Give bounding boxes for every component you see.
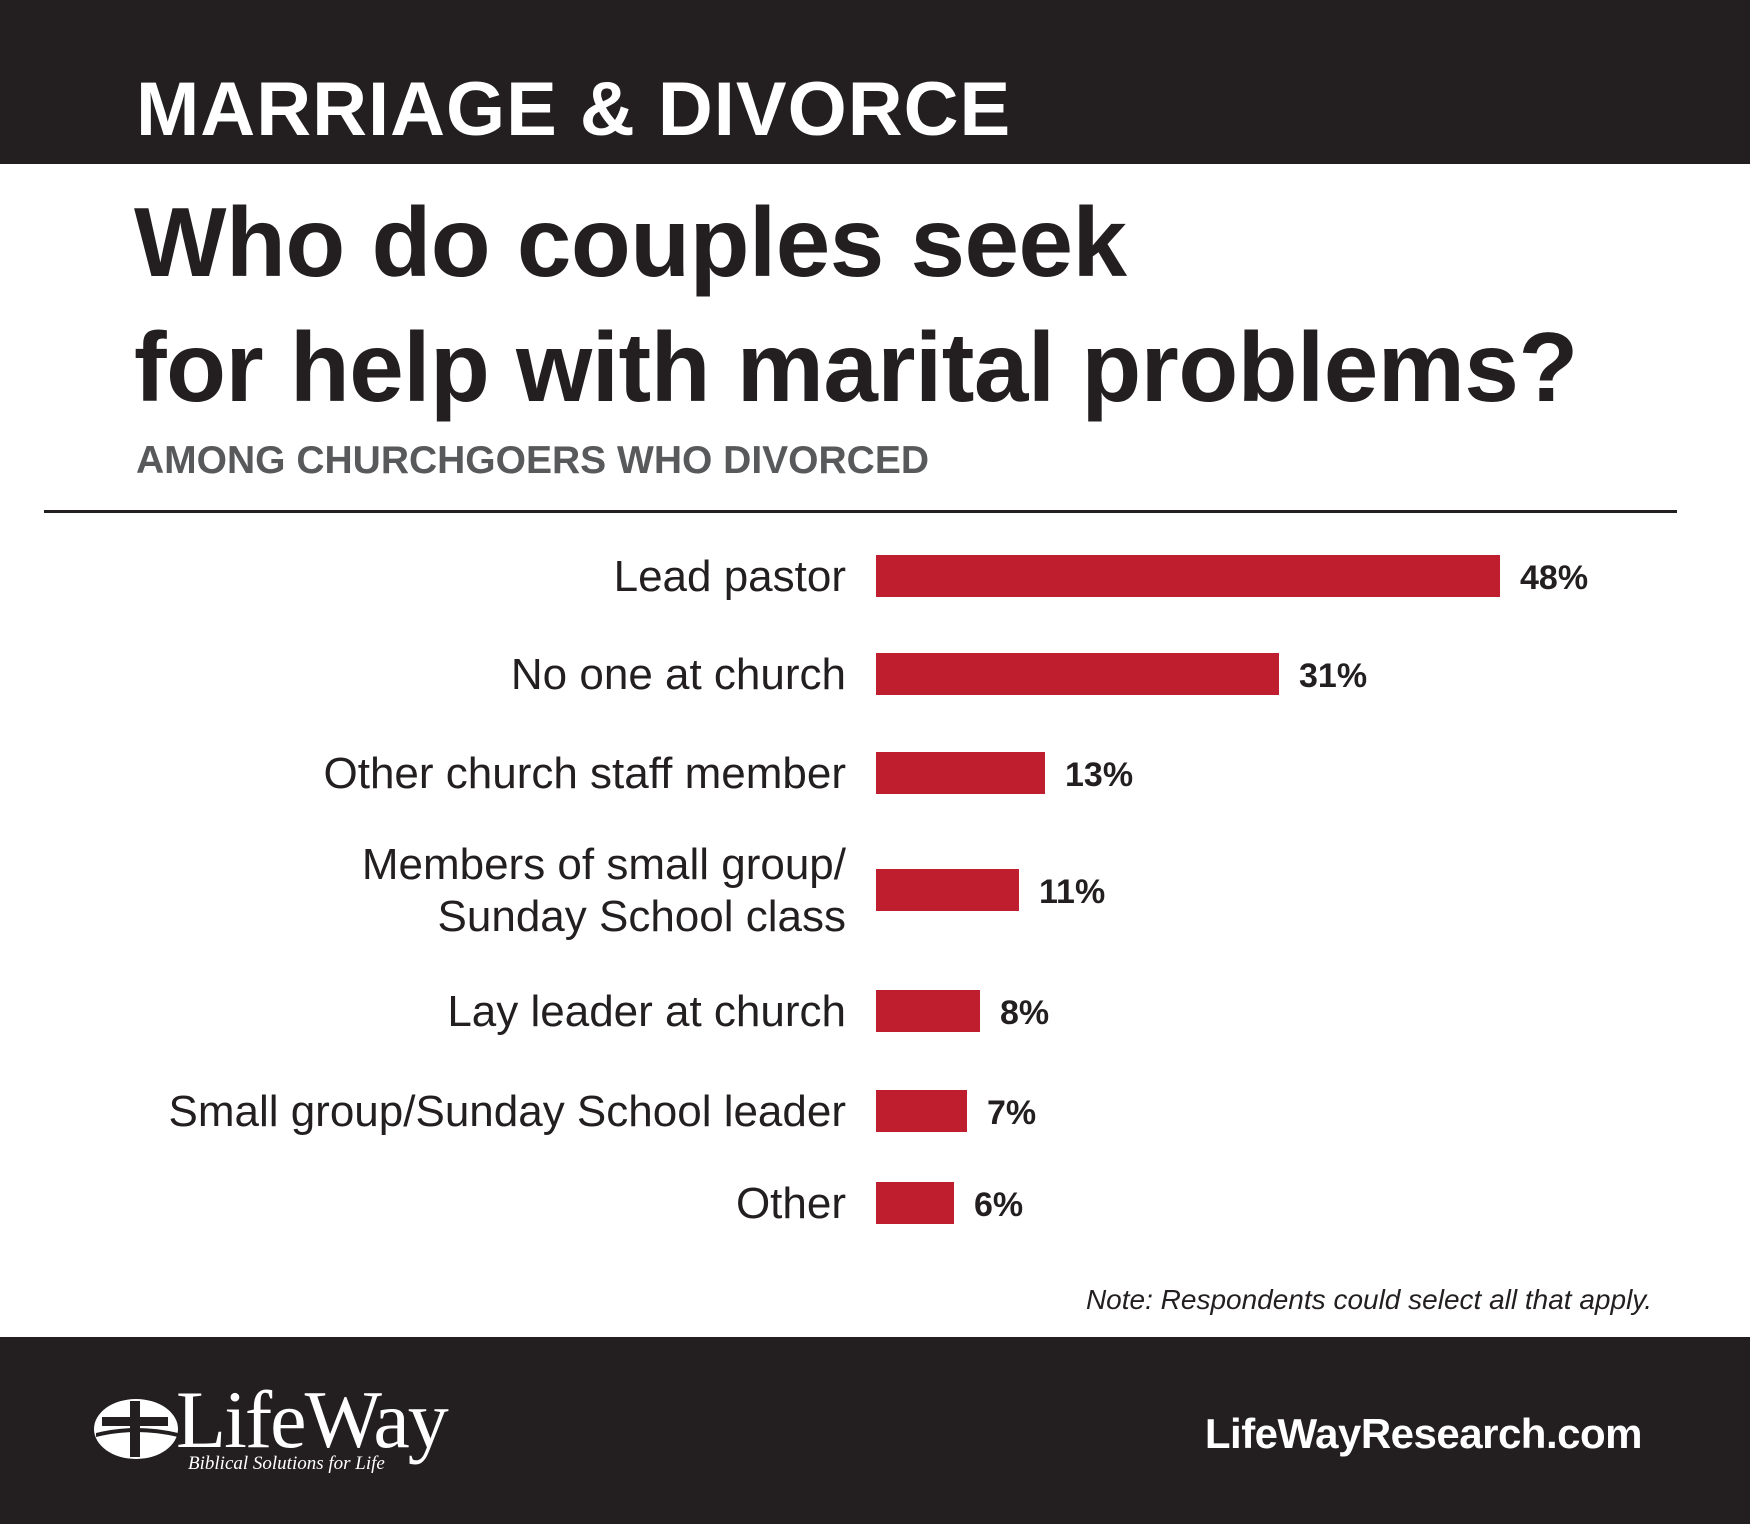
category-label-2-line-0: Other church staff member — [324, 749, 847, 798]
website-link[interactable]: LifeWayResearch.com — [1204, 1410, 1643, 1457]
category-label-5-line-0: Small group/Sunday School leader — [168, 1087, 846, 1136]
bar-3 — [876, 869, 1019, 911]
category-label-4: Lay leader at church — [447, 987, 846, 1036]
value-label-3: 11% — [1039, 873, 1105, 911]
category-label-1-line-0: No one at church — [511, 650, 846, 699]
category-label-5: Small group/Sunday School leader — [168, 1087, 846, 1136]
bar-5 — [876, 1090, 967, 1132]
chart-title-line-1: Who do couples seek — [134, 187, 1127, 297]
category-label-4-line-0: Lay leader at church — [447, 987, 846, 1036]
bar-1 — [876, 653, 1279, 695]
category-label-3: Members of small group/Sunday School cla… — [362, 840, 847, 941]
divider-line — [44, 510, 1677, 513]
chart-title: Who do couples seek for help with marita… — [134, 180, 1694, 430]
chart-title-line-2: for help with marital problems? — [134, 312, 1578, 422]
bar-2 — [876, 752, 1045, 794]
value-label-2: 13% — [1065, 756, 1133, 794]
category-label-6: Other — [736, 1179, 846, 1228]
category-label-3-line-0: Members of small group/ — [362, 840, 847, 889]
category-label-3-line-1: Sunday School class — [438, 892, 846, 941]
category-label-1: No one at church — [511, 650, 846, 699]
category-label-2: Other church staff member — [324, 749, 847, 798]
value-label-1: 31% — [1299, 657, 1367, 695]
header-band — [0, 0, 1750, 164]
bar-chart: 48% Lead pastor 31% No one at church 13% Othe… — [168, 552, 1588, 1228]
value-label-6: 6% — [974, 1186, 1023, 1224]
logo-tagline: Biblical Solutions for Life — [188, 1453, 385, 1474]
lifeway-logo: LifeWay Biblical Solutions for Life — [92, 1379, 452, 1493]
chart-subtitle: AMONG CHURCHGOERS WHO DIVORCED — [136, 439, 930, 482]
category-label-0-line-0: Lead pastor — [614, 552, 846, 601]
chart-note: Note: Respondents could select all that … — [1085, 1284, 1652, 1315]
lifeway-cross-icon — [94, 1399, 178, 1459]
value-label-5: 7% — [987, 1094, 1036, 1132]
bar-6 — [876, 1182, 954, 1224]
value-label-0: 48% — [1520, 559, 1588, 597]
logo-wordmark: LifeWay — [176, 1374, 449, 1465]
bar-0 — [876, 555, 1500, 597]
category-label: MARRIAGE & DIVORCE — [136, 67, 1012, 152]
bar-4 — [876, 990, 980, 1032]
footer-band — [0, 1337, 1750, 1524]
value-label-4: 8% — [1000, 994, 1049, 1032]
category-label-6-line-0: Other — [736, 1179, 846, 1228]
category-label-0: Lead pastor — [614, 552, 846, 601]
